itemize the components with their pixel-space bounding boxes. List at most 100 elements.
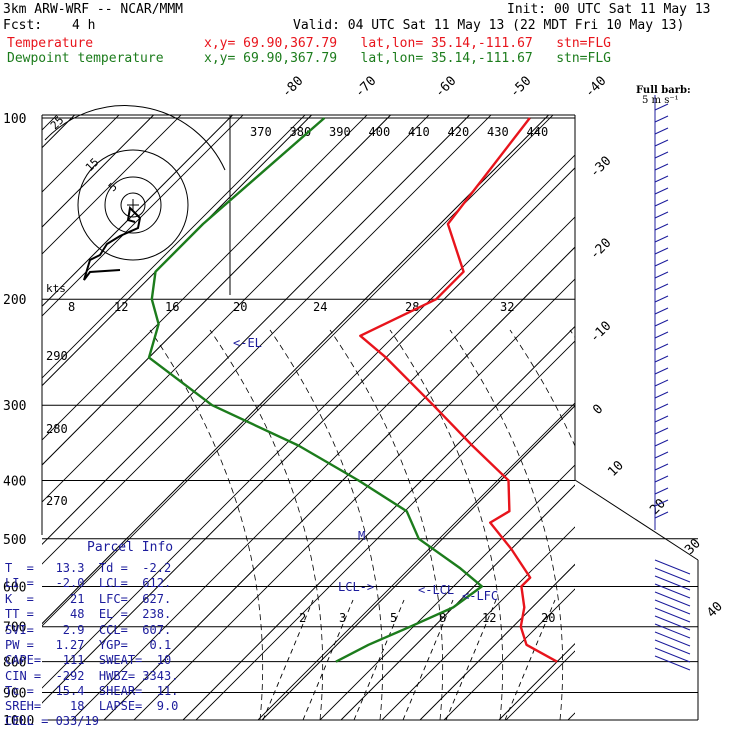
dry-adiabat-line <box>42 115 368 441</box>
parcel-row: K = 21 LFC= 627. <box>5 592 172 606</box>
inset-wind-label: 28 <box>405 300 419 314</box>
valid-time: Valid: 04 UTC Sat 11 May 13 (22 MDT Fri … <box>293 18 685 33</box>
moist-adiabat-line <box>329 329 444 720</box>
barb-legend-value: 5 m s⁻¹ <box>642 95 679 106</box>
isotherm-line <box>419 563 575 720</box>
wind-barb <box>654 623 691 639</box>
mixing-ratio-label: 3 <box>339 611 346 625</box>
dry-adiabat-line <box>42 154 575 689</box>
pressure-label: 300 <box>3 399 26 414</box>
dry-adiabat-line <box>71 216 575 720</box>
mixing-ratio-label: 12 <box>482 611 496 625</box>
wind-barb <box>654 307 669 315</box>
parcel-row: SVI= 2.9 CCL= 607. <box>5 623 172 637</box>
inset-wind-label: 16 <box>165 300 179 314</box>
wind-barb <box>654 583 691 599</box>
mixing-ratio-line <box>445 599 497 720</box>
hodograph-ring <box>120 192 146 218</box>
theta-label: 440 <box>527 125 549 139</box>
pressure-label: 400 <box>3 474 26 489</box>
isotherm-line <box>182 325 575 720</box>
wind-barb <box>654 439 669 447</box>
theta-label: 420 <box>448 125 470 139</box>
temperature-line <box>359 117 558 663</box>
wind-barb-column <box>654 95 691 671</box>
dry-adiabat-line <box>42 115 492 565</box>
init-time: Init: 00 UTC Sat 11 May 13 <box>507 2 711 17</box>
wind-barb <box>654 475 669 483</box>
wind-barb <box>654 511 669 519</box>
isotherm-label: 20 <box>647 496 669 518</box>
isotherm-label: -30 <box>587 154 614 181</box>
adiabat-label: 270 <box>46 494 68 508</box>
theta-label: 410 <box>408 125 430 139</box>
moist-adiabat-line <box>209 329 324 720</box>
parcel-annotation: <-LCL <box>418 583 454 597</box>
wind-barb <box>654 639 691 655</box>
wind-barb <box>654 575 691 591</box>
parcel-row: PW = 1.27 YGP= 0.1 <box>5 638 172 652</box>
wind-barb <box>654 599 691 615</box>
wind-barb <box>654 271 669 279</box>
inset-wind-label: 32 <box>500 300 514 314</box>
pressure-label: 900 <box>3 686 26 701</box>
wind-barb <box>654 391 669 399</box>
isotherm-line <box>340 484 575 720</box>
moist-adiabat-line <box>269 329 384 720</box>
wind-barb <box>654 343 669 351</box>
wind-barb <box>654 463 669 471</box>
dry-adiabat-line <box>443 588 575 720</box>
wind-barb <box>654 175 669 183</box>
dry-adiabat-line <box>133 278 575 720</box>
isotherm-label: 0 <box>590 402 606 418</box>
wind-barb <box>654 655 691 671</box>
wind-barb <box>654 115 669 123</box>
parcel-annotation: <-EL <box>233 336 262 350</box>
legend-dewpoint-name: Dewpoint temperature <box>7 51 164 66</box>
inset-wind-label: 24 <box>313 300 327 314</box>
mixing-ratio-label: 2 <box>299 611 306 625</box>
wind-barb <box>654 223 669 231</box>
parcel-info-title: Parcel Info <box>87 540 174 555</box>
dry-adiabat-line <box>42 115 182 255</box>
wind-barb <box>654 139 669 147</box>
mixing-ratio-grid <box>262 599 556 720</box>
wind-barb <box>654 247 669 255</box>
mixing-ratio-line <box>302 599 354 720</box>
forecast-value: 4 h <box>72 18 96 33</box>
legend-temperature-info: x,y= 69.90,367.79 lat,lon= 35.14,-111.67… <box>204 36 611 51</box>
hodograph-ring <box>77 149 189 261</box>
forecast-label: Fcst: <box>3 18 43 33</box>
wind-barb <box>654 295 669 303</box>
isotherm-label: -80 <box>279 74 306 101</box>
isotherm-label: 40 <box>704 599 726 621</box>
wind-barb <box>654 591 691 607</box>
parcel-row: Tc = 15.4 SHEAR= 11. <box>5 684 179 698</box>
wind-barb <box>654 631 691 647</box>
inset-wind-label: 8 <box>68 300 75 314</box>
isotherm-line <box>578 115 740 720</box>
wind-barb <box>654 647 691 663</box>
dry-adiabat-line <box>195 340 575 720</box>
theta-labels: 370 380 390 400 410 420 430 440 <box>250 125 548 139</box>
parcel-row: CAPE= 111 SWEAT= 10 <box>5 653 172 667</box>
pressure-label: 800 <box>3 656 26 671</box>
wind-barb <box>654 355 669 363</box>
dry-adiabat-line <box>42 115 244 317</box>
isotherm-line <box>42 115 470 546</box>
theta-label: 370 <box>250 125 272 139</box>
theta-label: 400 <box>369 125 391 139</box>
wind-barb <box>654 367 669 375</box>
hodograph-outer-ring <box>44 105 226 171</box>
parcel-annotations: <-EL LCL-> <-LCL <-LFC M <box>233 336 498 603</box>
hodograph-units: kts <box>46 282 66 295</box>
hodograph-ring-label: 25 <box>48 114 67 133</box>
isotherm-line <box>103 246 575 720</box>
parcel-row: CELL = 033/19 <box>5 714 99 728</box>
mixing-ratio-line <box>353 599 405 720</box>
isotherm-line <box>42 167 575 704</box>
wind-barb <box>654 615 691 631</box>
frame-diag <box>574 479 699 561</box>
